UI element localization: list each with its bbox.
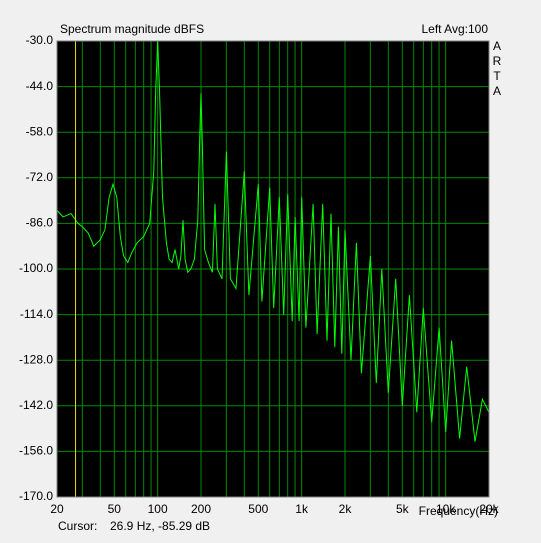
y-tick-label: -86.0 <box>26 216 54 230</box>
x-axis-label: Frequency(Hz) <box>419 504 498 518</box>
x-tick-label: 200 <box>191 502 211 516</box>
y-tick-label: -100.0 <box>19 261 53 275</box>
y-tick-label: -114.0 <box>20 307 53 321</box>
channel-info: Left Avg:100 <box>421 22 488 36</box>
y-tick-label: -142.0 <box>19 398 53 412</box>
x-tick-label: 20k <box>479 502 499 516</box>
x-tick-label: 5k <box>396 502 410 516</box>
cursor-readout: 26.9 Hz, -85.29 dB <box>110 519 210 533</box>
y-tick-label: -72.0 <box>26 170 54 184</box>
y-tick-label: -128.0 <box>19 352 53 366</box>
side-letter: R <box>493 54 502 68</box>
x-tick-label: 100 <box>148 502 168 516</box>
y-tick-label: -170.0 <box>19 489 53 503</box>
x-tick-label: 50 <box>108 502 122 516</box>
side-letter: A <box>493 39 501 53</box>
cursor-label: Cursor: <box>58 519 97 533</box>
chart-title: Spectrum magnitude dBFS <box>60 22 204 36</box>
side-letter: A <box>493 84 501 98</box>
y-tick-label: -58.0 <box>26 124 54 138</box>
plot-border <box>56 40 490 498</box>
x-tick-label: 1k <box>295 502 309 516</box>
spectrum-line <box>56 40 490 442</box>
x-tick-label: 20 <box>50 502 64 516</box>
x-tick-label: 500 <box>248 502 268 516</box>
y-tick-label: -30.0 <box>26 33 54 47</box>
y-tick-label: -156.0 <box>19 444 53 458</box>
side-letter: T <box>493 69 501 83</box>
y-tick-label: -44.0 <box>26 79 54 93</box>
x-tick-label: 10k <box>436 502 456 516</box>
x-tick-label: 2k <box>339 502 353 516</box>
